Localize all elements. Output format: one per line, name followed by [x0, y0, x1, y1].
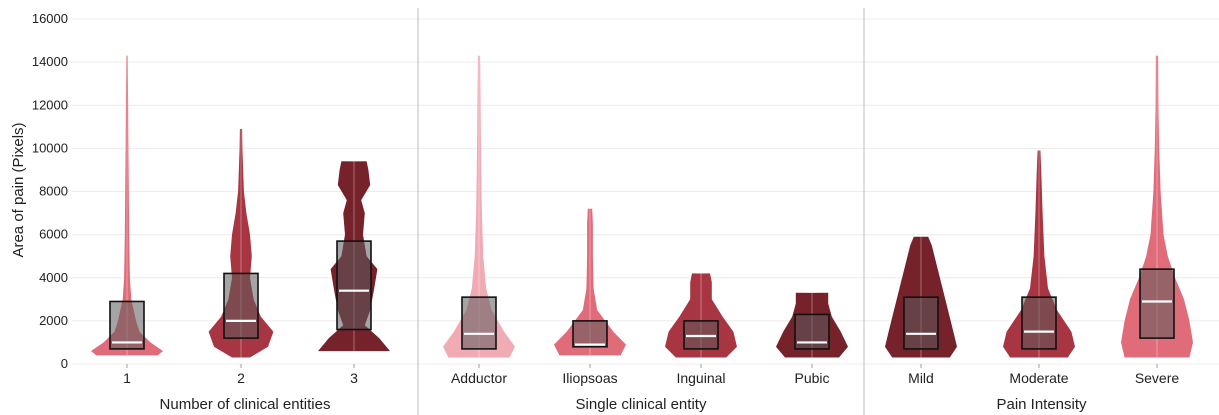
x-tick-label: 3	[350, 370, 358, 386]
x-tick-label: 1	[123, 370, 131, 386]
violin	[443, 55, 515, 358]
y-tick-label: 8000	[39, 184, 68, 199]
violin	[665, 273, 737, 358]
iqr-box	[794, 313, 830, 350]
x-tick-label: Moderate	[1009, 370, 1068, 386]
iqr-box	[461, 296, 497, 350]
x-tick-label: Severe	[1135, 370, 1180, 386]
y-axis-ticks: 0 2000 4000 6000 8000 10000 12000 14000 16000	[32, 11, 68, 371]
violin	[1121, 55, 1193, 358]
x-axis-title: Number of clinical entities	[160, 396, 331, 413]
violin	[1003, 150, 1075, 358]
panel-3: Pain Intensity Mild Moderate Severe	[885, 55, 1193, 413]
iqr-box	[903, 296, 939, 350]
iqr-box	[109, 300, 145, 350]
panels: Number of clinical entities 1 2 3 Single cli…	[91, 8, 1193, 415]
x-tick-label: Mild	[908, 370, 934, 386]
y-axis-title: Area of pain (Pixels)	[10, 122, 27, 257]
iqr-box	[1021, 296, 1057, 350]
x-axis-title: Pain Intensity	[996, 396, 1087, 413]
x-tick-label: Adductor	[451, 370, 507, 386]
panel-1: Number of clinical entities 1 2 3	[91, 55, 390, 413]
x-tick-label: 2	[237, 370, 245, 386]
iqr-box	[223, 272, 259, 339]
x-tick-label: Inguinal	[676, 370, 725, 386]
x-tick-label: Iliopsoas	[562, 370, 617, 386]
y-tick-label: 4000	[39, 270, 68, 285]
y-tick-label: 12000	[32, 97, 68, 112]
violin	[91, 55, 163, 356]
x-tick-label: Pubic	[794, 370, 829, 386]
iqr-box	[1139, 268, 1175, 339]
y-tick-label: 0	[61, 356, 68, 371]
y-tick-label: 2000	[39, 313, 68, 328]
violin	[208, 128, 274, 358]
y-tick-label: 16000	[32, 11, 68, 26]
violin	[554, 208, 626, 356]
iqr-box	[336, 240, 372, 331]
y-tick-label: 14000	[32, 54, 68, 69]
iqr-box	[572, 320, 608, 348]
x-axis-title: Single clinical entity	[576, 396, 707, 413]
y-tick-label: 6000	[39, 227, 68, 242]
panel-2: Single clinical entity Adductor Iliopsoas I…	[443, 55, 848, 413]
y-tick-label: 10000	[32, 140, 68, 155]
